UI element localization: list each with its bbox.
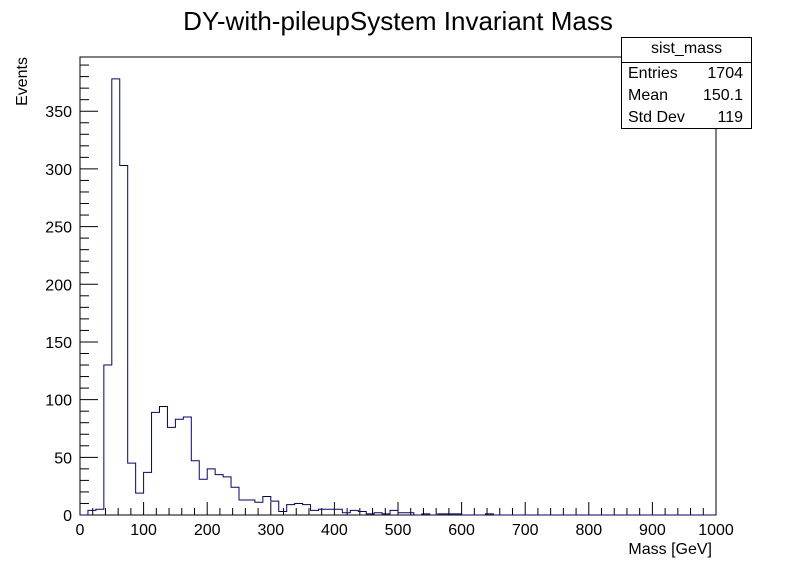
x-tick-label: 1000 bbox=[698, 522, 734, 539]
x-tick-label: 400 bbox=[321, 522, 348, 539]
y-tick-label: 50 bbox=[54, 450, 72, 467]
histogram-series bbox=[80, 78, 716, 516]
x-axis-ticks: 0 100 200 300 400 500 600 700 800 900 1000 bbox=[76, 502, 734, 539]
mean-value: 150.1 bbox=[702, 87, 743, 104]
y-axis-label: Events bbox=[14, 57, 31, 106]
stddev-label: Std Dev bbox=[628, 109, 685, 126]
mean-label: Mean bbox=[628, 87, 669, 104]
stddev-value: 119 bbox=[717, 109, 743, 126]
entries-label: Entries bbox=[628, 65, 678, 82]
entries-value: 1704 bbox=[707, 65, 743, 82]
y-tick-label: 0 bbox=[63, 508, 72, 525]
x-tick-label: 200 bbox=[194, 522, 221, 539]
y-tick-label: 250 bbox=[45, 220, 72, 237]
x-tick-label: 800 bbox=[575, 522, 602, 539]
y-tick-label: 150 bbox=[45, 335, 72, 352]
x-tick-label: 900 bbox=[639, 522, 666, 539]
y-tick-label: 300 bbox=[45, 162, 72, 179]
x-tick-label: 500 bbox=[385, 522, 412, 539]
x-axis-label: Mass [GeV] bbox=[628, 541, 712, 558]
y-tick-label: 100 bbox=[45, 393, 72, 410]
histogram-line bbox=[80, 78, 716, 516]
y-axis-ticks: 0 50 100 150 200 250 300 350 bbox=[45, 64, 98, 525]
y-tick-label: 200 bbox=[45, 277, 72, 294]
stats-row-stddev: Std Dev 119 bbox=[622, 107, 751, 129]
y-tick-label: 350 bbox=[45, 104, 72, 121]
stats-row-entries: Entries 1704 bbox=[622, 63, 751, 85]
x-tick-label: 0 bbox=[76, 522, 85, 539]
stats-box-name: sist_mass bbox=[622, 38, 751, 63]
stats-row-mean: Mean 150.1 bbox=[622, 85, 751, 107]
x-tick-label: 300 bbox=[257, 522, 284, 539]
stats-box: sist_mass Entries 1704 Mean 150.1 Std De… bbox=[621, 37, 752, 129]
chart-title: DY-with-pileupSystem Invariant Mass bbox=[183, 6, 613, 36]
x-tick-label: 700 bbox=[512, 522, 539, 539]
x-tick-label: 100 bbox=[130, 522, 157, 539]
x-tick-label: 600 bbox=[448, 522, 475, 539]
